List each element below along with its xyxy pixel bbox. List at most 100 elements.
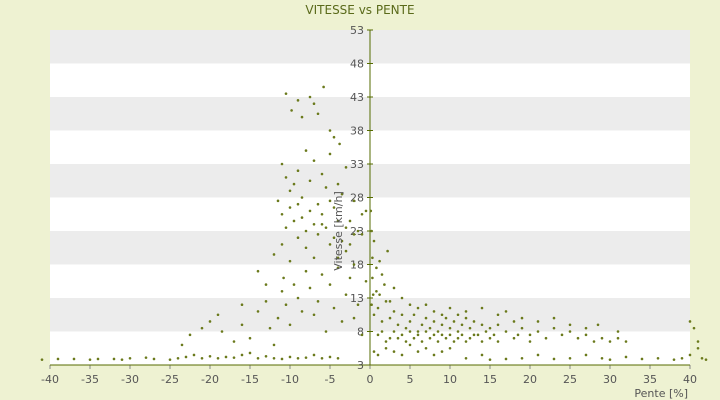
x-tick-label: 0 [367, 373, 374, 386]
scatter-point [383, 283, 386, 286]
scatter-point [456, 330, 460, 333]
scatter-point [396, 323, 400, 327]
scatter-point [688, 320, 692, 323]
scatter-point [552, 316, 556, 320]
scatter-point [488, 358, 492, 361]
scatter-point [372, 313, 376, 317]
x-tick-label: -35 [81, 373, 99, 386]
scatter-point [392, 286, 396, 290]
scatter-point [616, 336, 620, 340]
scatter-point [320, 273, 324, 276]
scatter-point [88, 358, 92, 361]
scatter-point [516, 333, 520, 337]
y-tick-label: 8 [357, 326, 364, 339]
scatter-point [256, 310, 260, 313]
scatter-point [284, 92, 288, 95]
scatter-point [672, 358, 676, 361]
scatter-point [468, 336, 472, 340]
scatter-point [264, 300, 268, 303]
scatter-point [312, 313, 316, 317]
scatter-point [336, 357, 340, 360]
scatter-point [700, 357, 704, 360]
scatter-point [378, 293, 381, 296]
scatter-point [504, 310, 508, 313]
scatter-point [344, 249, 348, 253]
scatter-point [386, 249, 389, 253]
scatter-point [336, 182, 340, 186]
scatter-point [272, 343, 276, 347]
scatter-point [392, 330, 396, 333]
scatter-point [176, 357, 180, 360]
scatter-point [364, 279, 368, 283]
scatter-point [436, 330, 440, 333]
scatter-point [292, 283, 296, 286]
scatter-point [424, 316, 428, 320]
scatter-point [408, 330, 412, 333]
x-tick-label: 35 [643, 373, 657, 386]
scatter-point [692, 326, 696, 330]
scatter-point [484, 330, 488, 333]
scatter-point [288, 259, 292, 263]
scatter-point [280, 162, 284, 166]
scatter-point [336, 266, 340, 270]
scatter-point [356, 303, 360, 307]
scatter-point [348, 243, 352, 246]
x-tick-label: -40 [41, 373, 59, 386]
scatter-point [420, 323, 424, 327]
scatter-point [492, 333, 496, 337]
scatter-point [444, 336, 448, 340]
scatter-point [376, 353, 380, 357]
scatter-point [304, 269, 308, 273]
scatter-point [240, 323, 244, 327]
scatter-point [304, 229, 308, 233]
scatter-point [480, 353, 484, 357]
scatter-point [416, 330, 420, 333]
scatter-point [256, 269, 260, 273]
scatter-point [328, 129, 332, 132]
scatter-point [332, 236, 336, 239]
x-tick-label: 10 [443, 373, 457, 386]
scatter-point [284, 303, 288, 307]
scatter-point [396, 336, 400, 340]
scatter-point [280, 243, 284, 246]
scatter-point [168, 358, 172, 361]
scatter-point [568, 323, 572, 327]
scatter-point [128, 357, 132, 360]
scatter-point [316, 112, 320, 116]
x-tick-label: 20 [523, 373, 537, 386]
y-tick-label: 43 [350, 91, 364, 104]
scatter-point [520, 357, 524, 360]
scatter-point [584, 326, 588, 330]
scatter-point [272, 253, 276, 256]
x-tick-label: -15 [241, 373, 259, 386]
scatter-point [372, 239, 376, 243]
scatter-point [536, 353, 540, 357]
scatter-point [496, 313, 500, 317]
scatter-point [360, 233, 364, 236]
x-tick-label: 25 [563, 373, 577, 386]
scatter-point [312, 102, 316, 105]
scatter-point [624, 340, 628, 343]
scatter-point [440, 350, 444, 353]
y-tick-label: 48 [350, 58, 364, 71]
scatter-point [412, 313, 416, 317]
scatter-point [416, 350, 420, 353]
scatter-point [336, 256, 340, 260]
scatter-point [320, 172, 324, 176]
scatter-point [340, 192, 344, 196]
scatter-point [480, 306, 484, 310]
scatter-point [424, 303, 428, 307]
scatter-point [388, 300, 392, 303]
scatter-point [96, 357, 100, 361]
x-tick-label: 40 [683, 373, 697, 386]
scatter-point [192, 353, 196, 357]
x-tick-label: -30 [121, 373, 139, 386]
scatter-point [328, 355, 332, 359]
scatter-point [332, 135, 336, 139]
scatter-point [328, 199, 332, 203]
scatter-point [324, 330, 328, 333]
scatter-point [448, 333, 452, 337]
scatter-point [369, 209, 373, 213]
scatter-point [372, 350, 376, 353]
